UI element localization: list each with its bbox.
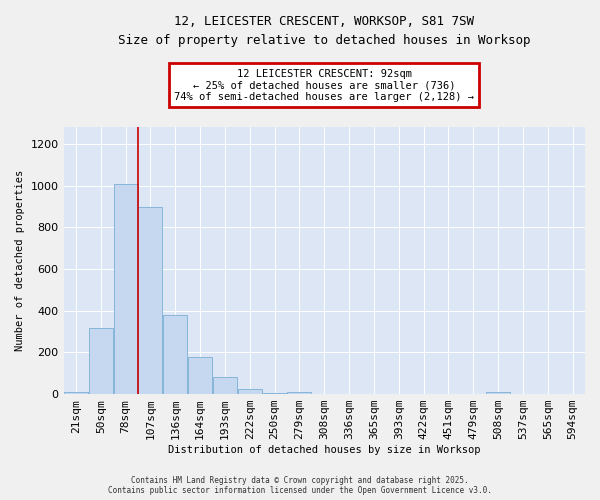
Bar (64, 392, 88, 394)
Text: 12 LEICESTER CRESCENT: 92sqm
← 25% of detached houses are smaller (736)
74% of s: 12 LEICESTER CRESCENT: 92sqm ← 25% of de… (174, 68, 474, 102)
Bar (113, 184, 137, 394)
Bar (263, 393, 287, 394)
X-axis label: Distribution of detached houses by size in Worksop: Distribution of detached houses by size … (168, 445, 481, 455)
Bar (89, 328, 113, 394)
Title: 12, LEICESTER CRESCENT, WORKSOP, S81 7SW
Size of property relative to detached h: 12, LEICESTER CRESCENT, WORKSOP, S81 7SW… (118, 15, 530, 47)
Y-axis label: Number of detached properties: Number of detached properties (15, 170, 25, 352)
Bar (287, 392, 311, 394)
Bar (486, 392, 510, 394)
Bar (213, 378, 237, 394)
Bar (163, 315, 187, 394)
Text: Contains HM Land Registry data © Crown copyright and database right 2025.
Contai: Contains HM Land Registry data © Crown c… (108, 476, 492, 495)
Bar (139, 206, 163, 394)
Bar (238, 389, 262, 394)
Bar (188, 356, 212, 394)
